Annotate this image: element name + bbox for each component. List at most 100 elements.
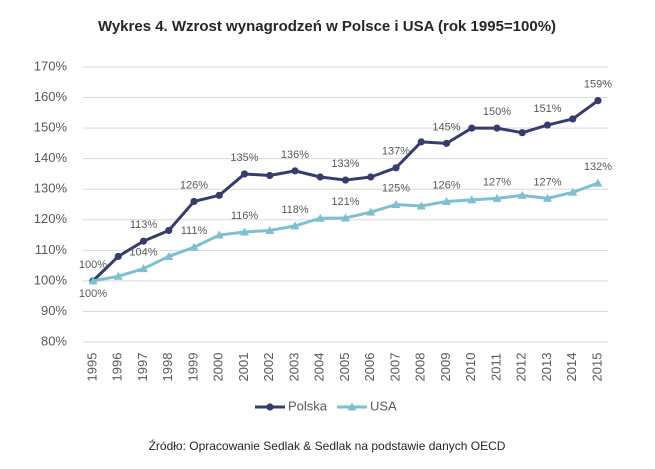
point — [341, 176, 350, 184]
chart-title: Wykres 4. Wzrost wynagrodzeń w Polsce i … — [98, 18, 556, 35]
source-note: Źródło: Opracowanie Sedlak & Sedlak na p… — [149, 438, 506, 453]
data-label: 132% — [584, 161, 612, 173]
point — [341, 213, 350, 222]
point — [290, 221, 300, 230]
point — [164, 251, 174, 260]
x-tick-label: 1998 — [160, 353, 175, 382]
point — [366, 207, 376, 216]
point — [189, 242, 199, 251]
data-label: 126% — [432, 179, 460, 191]
x-tick-label: 2006 — [362, 353, 377, 382]
point — [442, 196, 451, 205]
point — [316, 173, 324, 181]
point — [468, 124, 476, 132]
point — [543, 121, 552, 129]
data-label: 151% — [533, 103, 561, 115]
x-tick-label: 2004 — [312, 353, 327, 382]
point — [113, 271, 123, 280]
point — [543, 193, 552, 202]
point — [240, 170, 249, 178]
x-tick-label: 2001 — [236, 353, 251, 382]
data-label: 137% — [382, 146, 410, 158]
point — [517, 190, 527, 199]
data-label: 100% — [79, 259, 107, 271]
point — [392, 164, 400, 172]
data-label: 111% — [181, 225, 208, 237]
point — [88, 276, 98, 285]
data-label: 127% — [533, 176, 561, 188]
data-label: 116% — [231, 210, 259, 222]
point — [214, 230, 224, 239]
y-tick-label: 110% — [35, 242, 68, 257]
data-label: 100% — [79, 288, 107, 300]
point — [265, 225, 275, 234]
legend-marker — [347, 402, 357, 411]
x-tick-label: 2012 — [514, 353, 529, 382]
x-tick-label: 1999 — [185, 353, 200, 382]
x-tick-label: 2015 — [589, 353, 604, 382]
point — [114, 252, 122, 261]
point — [442, 139, 451, 147]
point — [569, 115, 577, 123]
point — [165, 226, 173, 235]
point — [492, 193, 502, 202]
data-label: 135% — [230, 152, 258, 164]
y-tick-label: 170% — [34, 58, 68, 73]
point — [367, 173, 375, 181]
data-label: 145% — [432, 121, 460, 133]
x-tick-label: 2013 — [539, 353, 554, 382]
point — [594, 97, 602, 105]
data-label: 118% — [281, 204, 309, 216]
data-label: 113% — [130, 219, 158, 231]
point — [139, 237, 148, 245]
legend-marker — [266, 403, 274, 411]
x-tick-label: 2005 — [337, 353, 352, 382]
y-tick-label: 120% — [34, 211, 68, 226]
point — [518, 129, 526, 137]
point — [291, 167, 299, 175]
data-label: 133% — [331, 158, 359, 170]
point — [240, 227, 249, 236]
y-tick-label: 140% — [34, 150, 68, 165]
x-tick-label: 2009 — [438, 353, 453, 382]
point — [190, 197, 198, 206]
y-tick-label: 90% — [41, 303, 67, 318]
data-label: 159% — [584, 79, 612, 91]
x-tick-label: 2011 — [488, 353, 503, 381]
x-tick-label: 2008 — [413, 353, 428, 382]
x-tick-label: 1995 — [84, 353, 99, 382]
point — [139, 264, 148, 273]
point — [391, 200, 401, 208]
legend-label: Polska — [288, 398, 328, 413]
point — [266, 171, 274, 180]
data-label: 104% — [129, 247, 157, 259]
x-tick-label: 2002 — [261, 353, 276, 382]
data-label: 127% — [483, 176, 511, 188]
y-tick-label: 160% — [34, 89, 68, 104]
data-label: 136% — [281, 149, 309, 161]
y-tick-label: 150% — [34, 120, 68, 135]
x-tick-label: 2000 — [211, 353, 226, 382]
x-tick-label: 2014 — [564, 353, 579, 382]
y-tick-label: 100% — [34, 272, 68, 287]
y-tick-label: 130% — [34, 181, 68, 196]
x-tick-label: 2003 — [286, 353, 301, 382]
y-tick-label: 80% — [41, 333, 67, 348]
x-tick-label: 1997 — [135, 353, 150, 382]
point — [593, 178, 603, 187]
x-tick-label: 1996 — [110, 353, 125, 382]
x-tick-label: 2010 — [463, 353, 478, 382]
point — [215, 191, 223, 199]
point — [568, 187, 578, 196]
data-label: 126% — [180, 179, 208, 191]
x-tick-label: 2007 — [387, 353, 402, 382]
point — [493, 124, 501, 132]
point — [467, 195, 477, 204]
point — [416, 201, 426, 210]
data-label: 121% — [331, 196, 359, 208]
point — [417, 138, 425, 146]
data-label: 125% — [382, 182, 410, 194]
legend-label: USA — [370, 398, 397, 413]
point — [315, 213, 325, 222]
